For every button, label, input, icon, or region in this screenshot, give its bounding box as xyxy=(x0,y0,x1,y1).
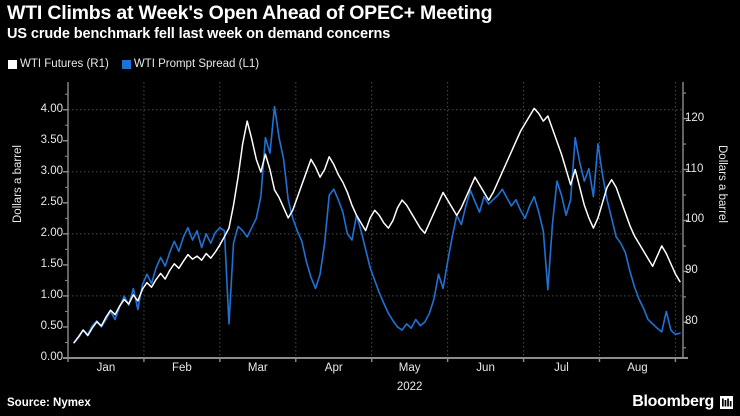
y-axis-left-tick-label: 0.50 xyxy=(40,319,63,332)
legend-swatch-blue xyxy=(121,59,131,69)
x-axis-tick-label: Mar xyxy=(247,362,268,374)
y-axis-left-tick-label: 2.50 xyxy=(40,195,63,208)
y-axis-right-tick-label: 80 xyxy=(685,315,698,328)
page-title: WTI Climbs at Week's Open Ahead of OPEC+… xyxy=(7,2,493,24)
y-axis-left-tick-label: 2.00 xyxy=(40,226,63,239)
x-axis-tick-label: Jan xyxy=(96,362,116,374)
y-axis-left-tick-label: 1.50 xyxy=(40,257,63,270)
legend-label-wti-prompt-spread: WTI Prompt Spread (L1) xyxy=(133,57,260,70)
y-axis-right-tick-label: 110 xyxy=(685,162,704,175)
y-axis-right-ticks: 80 90 100 110 120 xyxy=(685,0,735,416)
page-subtitle: US crude benchmark fell last week on dem… xyxy=(7,26,391,42)
y-axis-right-tick-label: 90 xyxy=(685,264,698,277)
legend-item-wti-futures[interactable]: WTI Futures (R1) xyxy=(8,57,109,70)
legend-label-wti-futures: WTI Futures (R1) xyxy=(20,57,109,70)
y-axis-left-tick-label: 1.00 xyxy=(40,288,63,301)
source-note: Source: Nymex xyxy=(7,397,91,409)
bloomberg-logo-icon xyxy=(720,396,733,409)
x-axis-year-label: 2022 xyxy=(396,381,423,393)
y-axis-left-tick-label: 4.00 xyxy=(40,102,63,115)
y-axis-left-tick-label: 3.50 xyxy=(40,133,63,146)
x-axis-tick-label: Jun xyxy=(476,362,495,374)
x-axis-tick-label: Apr xyxy=(324,362,343,374)
legend-item-wti-prompt-spread[interactable]: WTI Prompt Spread (L1) xyxy=(121,57,260,70)
y-axis-right-tick-label: 100 xyxy=(685,213,705,226)
bloomberg-wordmark: Bloomberg xyxy=(632,393,714,410)
y-axis-left-ticks: 0.00 0.50 1.00 1.50 2.00 2.50 3.00 3.50 4.00 xyxy=(0,0,63,416)
y-axis-left-tick-label: 3.00 xyxy=(40,164,63,177)
y-axis-right-tick-label: 120 xyxy=(685,111,705,124)
y-axis-left-tick-label: 0.00 xyxy=(40,351,63,363)
legend-swatch-white xyxy=(8,59,17,69)
chart-legend: WTI Futures (R1) WTI Prompt Spread (L1) xyxy=(8,57,272,71)
x-axis-tick-label: Feb xyxy=(171,362,192,374)
x-axis-tick-label: Aug xyxy=(627,362,648,374)
x-axis-tick-label: Jul xyxy=(554,362,569,374)
x-axis-tick-label: May xyxy=(398,362,421,374)
